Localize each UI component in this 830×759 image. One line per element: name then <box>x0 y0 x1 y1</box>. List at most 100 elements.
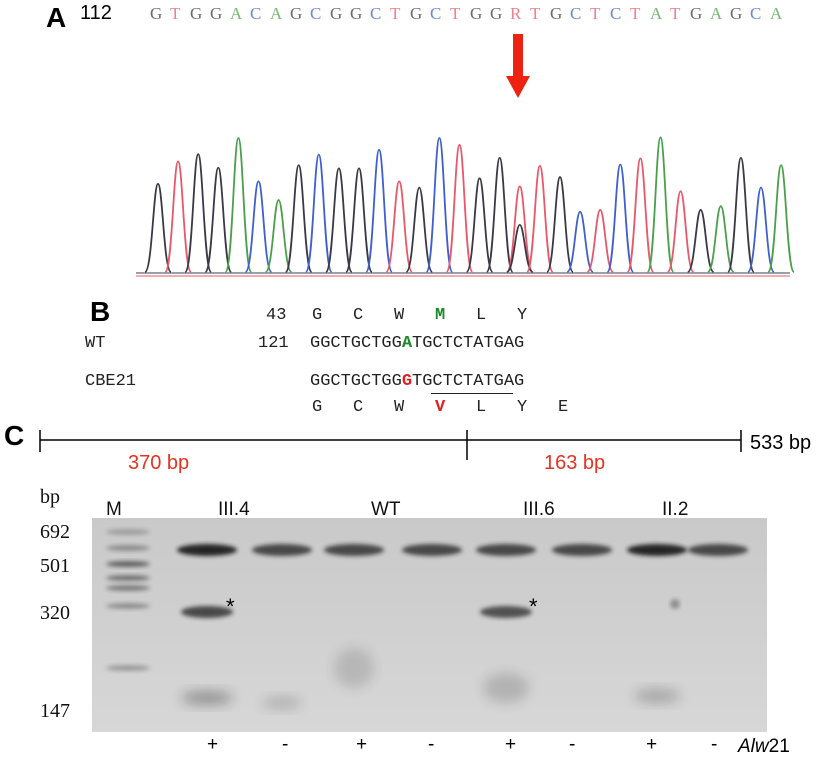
gel-smear <box>334 648 374 688</box>
chromatogram-peak <box>365 148 393 273</box>
chromatogram-peak <box>465 177 494 273</box>
fragment-map <box>39 430 742 460</box>
digest-indicators: + - + - + - + - <box>0 734 830 758</box>
base-call-letter: G <box>150 4 163 23</box>
amino-acid: W <box>394 306 405 325</box>
base-call-letter: A <box>230 4 243 23</box>
mutant-mutation-base: G <box>401 372 413 391</box>
wt-mutation-base: A <box>401 334 413 353</box>
chromatogram-peak <box>767 164 795 273</box>
amino-acid: C <box>353 398 364 417</box>
chromatogram-peak <box>345 167 373 273</box>
chromatogram-peak <box>325 167 353 273</box>
chromatogram-peak <box>686 209 715 273</box>
amino-acid: Y <box>517 398 528 417</box>
chromatogram-peak <box>586 209 615 273</box>
digest-plus: + <box>356 734 368 755</box>
base-call-letter: G <box>330 4 343 23</box>
lane-label-marker: M <box>106 499 122 520</box>
panel-a-letter: A <box>46 2 67 33</box>
amino-acid: Y <box>517 306 528 325</box>
chromatogram-peak <box>606 163 635 273</box>
base-call-letter: G <box>190 4 203 23</box>
gel-band-533 <box>688 544 748 556</box>
amino-acid: V <box>435 398 446 417</box>
chromatogram-peak <box>566 210 594 273</box>
gel-band-533 <box>324 544 384 556</box>
marker-band <box>106 575 150 581</box>
base-call-letter: C <box>430 4 442 23</box>
base-call-letter: C <box>750 4 762 23</box>
amino-acid: G <box>312 398 323 417</box>
chromatogram-peak <box>666 190 695 273</box>
chromatogram-peak <box>546 176 574 273</box>
digest-plus: + <box>207 734 219 755</box>
base-call-letter: C <box>610 4 622 23</box>
wt-label: WT <box>85 334 106 353</box>
amino-acid: M <box>435 306 446 325</box>
chromatogram-peak <box>304 153 333 273</box>
marker-501-label: 501 <box>40 555 70 577</box>
chromatogram-peak <box>184 153 213 273</box>
chromatogram-peak <box>646 136 675 273</box>
marker-band <box>106 603 150 609</box>
mutation-arrow <box>506 34 530 98</box>
chromatogram-peak <box>224 137 253 273</box>
lane-label-iii6: III.6 <box>523 499 555 520</box>
chromatogram-peak <box>425 137 454 273</box>
gel-smear <box>262 697 302 709</box>
base-call-letter: G <box>490 4 503 23</box>
amino-acid: E <box>558 398 569 417</box>
base-call-letter: G <box>210 4 223 23</box>
gel-band-533 <box>627 544 687 556</box>
gel-smear <box>483 673 529 703</box>
gel-band-533 <box>402 544 462 556</box>
amino-acid: W <box>394 398 405 417</box>
base-call-letter: G <box>470 4 483 23</box>
base-call-letter: T <box>170 4 181 23</box>
digest-plus: + <box>646 734 658 755</box>
gel-smear <box>181 691 233 705</box>
marker-147-label: 147 <box>40 700 70 722</box>
panel-c-letter: C <box>4 420 25 451</box>
base-call-letter: T <box>670 4 681 23</box>
base-call-letter: G <box>410 4 423 23</box>
base-call-letter: T <box>630 4 641 23</box>
chromatogram-peaks <box>144 136 795 273</box>
chromatogram-peak <box>727 156 755 273</box>
chromatogram-peak-secondary <box>505 223 534 273</box>
asterisk-iii6: * <box>529 594 538 619</box>
enzyme-label: Alw21 <box>738 736 790 757</box>
chromatogram-peak <box>445 143 474 273</box>
base-call-letter: C <box>250 4 262 23</box>
total-length-label: 533 bp <box>750 432 812 454</box>
gel-band-533 <box>552 544 612 556</box>
digest-minus: - <box>428 734 435 755</box>
wt-position: 121 <box>258 334 289 353</box>
gel-bands <box>106 529 748 709</box>
gel-band-533 <box>476 544 536 556</box>
digest-minus: - <box>711 734 718 755</box>
sequence-position-number: 112 <box>80 2 112 24</box>
digest-minus: - <box>569 734 576 755</box>
chromatogram-peak <box>144 182 172 273</box>
amino-acid: G <box>312 306 323 325</box>
gel-smear <box>634 689 680 703</box>
marker-band <box>106 585 150 591</box>
chromatogram-peak <box>485 156 514 273</box>
base-call-letter: G <box>550 4 563 23</box>
bp-axis-header: bp <box>40 486 60 508</box>
chromatogram-peak <box>706 205 735 273</box>
chromatogram-peak <box>747 186 775 273</box>
amino-acid: C <box>353 306 364 325</box>
gel-band-370 <box>480 606 532 618</box>
restriction-site-underline <box>431 393 513 394</box>
chromatogram-peak <box>385 180 414 273</box>
gel-band-370 <box>181 606 233 618</box>
base-call-letter: T <box>530 4 541 23</box>
mutant-sequence: GGCTGCTGGGTGCTCTATGAG <box>310 372 525 391</box>
chromatogram-peak <box>264 199 293 273</box>
panel-b-letter: B <box>90 296 111 327</box>
